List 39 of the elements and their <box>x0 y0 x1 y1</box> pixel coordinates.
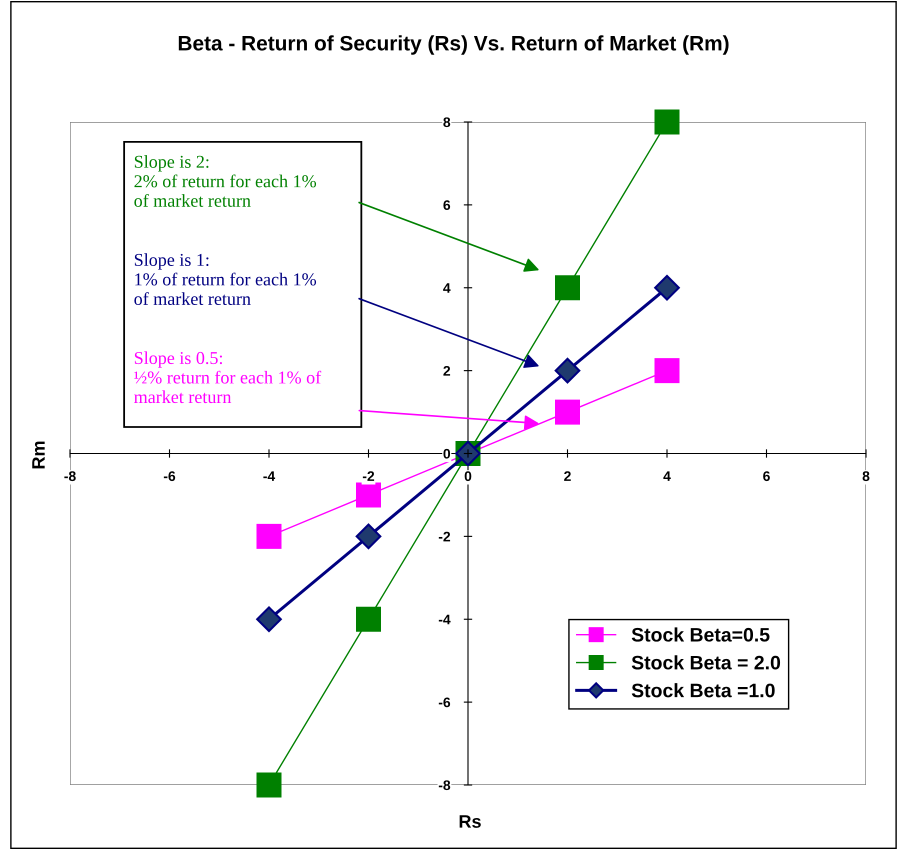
chart-title: Beta - Return of Security (Rs) Vs. Return of Market (Rm) <box>178 35 729 55</box>
x-tick-label: -2 <box>362 471 374 481</box>
y-tick-label: -6 <box>438 697 450 708</box>
x-tick-label: 6 <box>763 471 770 482</box>
annotation: Slope is 2: 2% of return for each 1% of market return <box>134 155 316 207</box>
x-axis-title: Rs <box>460 815 481 828</box>
x-tick-label: 2 <box>564 471 571 481</box>
point <box>654 274 680 301</box>
legend-label: Stock Beta = 2.0 <box>632 655 780 670</box>
x-tick-label: -6 <box>164 471 176 482</box>
y-tick-label: -4 <box>438 614 451 624</box>
y-tick-label: -8 <box>438 780 450 790</box>
legend-label: Stock Beta =1.0 <box>632 683 775 698</box>
y-tick-label: 0 <box>443 448 450 459</box>
y-tick-label: 2 <box>443 366 450 376</box>
x-tick-label: -4 <box>263 471 276 481</box>
y-tick-label: -2 <box>438 532 450 542</box>
point <box>554 358 580 384</box>
point <box>654 110 680 134</box>
annotation: Slope is 1: 1% of return for each 1% of market return <box>134 253 316 305</box>
point <box>256 606 282 632</box>
x-tick-label: -8 <box>64 471 76 482</box>
point <box>256 524 282 549</box>
point <box>356 482 381 508</box>
legend-label: Stock Beta=0.5 <box>632 627 770 642</box>
point <box>555 275 580 300</box>
point <box>356 524 382 550</box>
y-tick-label: 4 <box>443 283 451 293</box>
point <box>256 772 282 798</box>
x-tick-label: 0 <box>464 471 472 482</box>
point <box>654 358 680 384</box>
x-tick-label: 4 <box>663 471 671 481</box>
y-axis-title: Rm <box>32 442 45 468</box>
point <box>555 400 580 425</box>
y-tick-label: 6 <box>443 200 450 210</box>
y-tick-label: 8 <box>443 117 450 128</box>
point <box>356 606 381 632</box>
x-tick-label: 8 <box>862 471 870 482</box>
annotation: Slope is 0.5: ½% return for each 1% of market return <box>134 351 322 404</box>
